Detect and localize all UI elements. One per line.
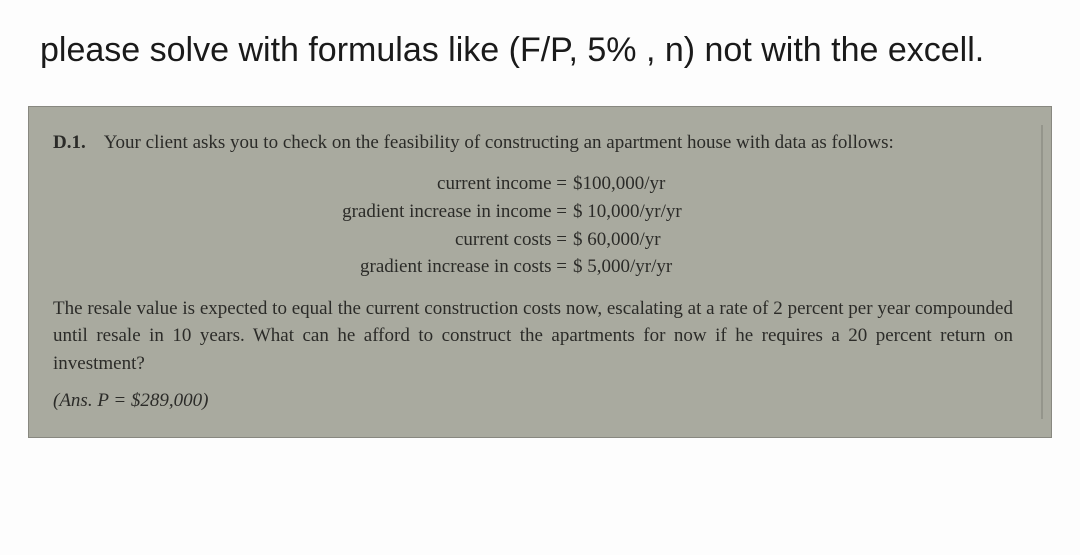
user-instruction: please solve with formulas like (F/P, 5%… [0, 0, 1080, 96]
data-value: $ 60,000/yr [573, 226, 661, 254]
problem-answer: (Ans. P = $289,000) [53, 387, 1027, 415]
problem-body: The resale value is expected to equal th… [53, 295, 1027, 378]
data-row: current costs = $ 60,000/yr [53, 226, 1027, 254]
problem-data-block: current income = $100,000/yr gradient in… [53, 170, 1027, 280]
data-value: $ 10,000/yr/yr [573, 198, 682, 226]
problem-header: D.1. Your client asks you to check on th… [53, 129, 1027, 157]
data-label: gradient increase in income = [53, 198, 573, 226]
data-row: gradient increase in income = $ 10,000/y… [53, 198, 1027, 226]
data-row: gradient increase in costs = $ 5,000/yr/… [53, 253, 1027, 281]
data-label: current income = [53, 170, 573, 198]
data-value: $ 5,000/yr/yr [573, 253, 672, 281]
data-label: current costs = [53, 226, 573, 254]
problem-panel: D.1. Your client asks you to check on th… [28, 106, 1052, 438]
data-row: current income = $100,000/yr [53, 170, 1027, 198]
problem-intro: Your client asks you to check on the fea… [104, 129, 1027, 157]
data-value: $100,000/yr [573, 170, 665, 198]
data-label: gradient increase in costs = [53, 253, 573, 281]
problem-number: D.1. [53, 129, 86, 157]
